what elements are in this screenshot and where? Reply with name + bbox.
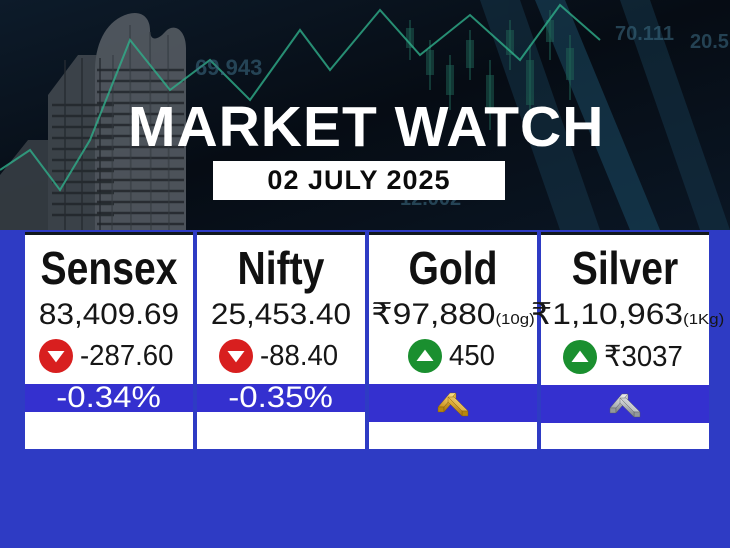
- svg-text:20.5: 20.5: [690, 31, 729, 53]
- svg-text:69.943: 69.943: [195, 55, 262, 80]
- svg-text:70.111: 70.111: [615, 23, 674, 45]
